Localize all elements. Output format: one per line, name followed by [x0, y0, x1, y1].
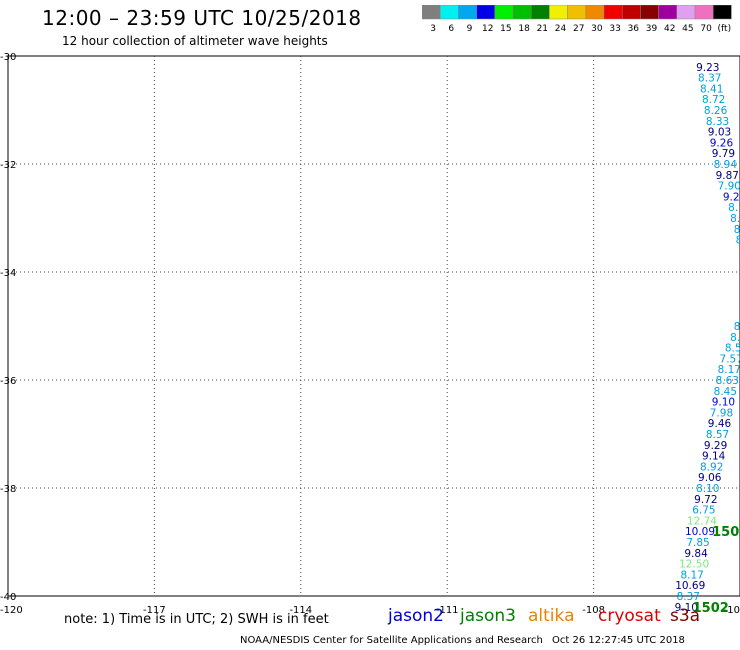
longitude-tick-label: -10 [724, 605, 740, 616]
map-title: 12:00 – 23:59 UTC 10/25/2018 [42, 6, 362, 30]
wave-height-label: 7.90 [718, 181, 740, 193]
satellite-name: jason3 [460, 606, 516, 626]
wave-height-label: 9.29 [704, 440, 727, 452]
wave-height-label: 8.63 [716, 375, 739, 387]
longitude-tick-label: -120 [0, 605, 23, 616]
colorbar-label: 18 [518, 24, 530, 34]
wave-height-label: 8. [730, 213, 740, 225]
colorbar-swatch [712, 5, 732, 20]
colorbar-label: 70 [700, 24, 712, 34]
wave-height-label: 8.94 [714, 159, 738, 171]
colorbar-label: 45 [682, 24, 693, 34]
wave-height-label: 8 [736, 235, 740, 247]
satellite-name: altika [528, 606, 575, 626]
wave-height-label: 10.09 [685, 526, 715, 538]
wave-height-label: 9.46 [708, 418, 732, 430]
colorbar-label: 27 [573, 24, 584, 34]
latitude-tick-label: -38 [0, 484, 16, 495]
colorbar-label: 21 [537, 24, 548, 34]
colorbar-label: 9 [467, 24, 473, 34]
wave-height-label: 8.17 [718, 364, 740, 376]
credit-text: NOAA/NESDIS Center for Satellite Applica… [240, 635, 543, 646]
wave-height-label: 8.41 [700, 83, 723, 95]
wave-height-label: 8.26 [704, 105, 728, 117]
wave-height-label: 8.10 [696, 483, 719, 495]
latitude-tick-label: -34 [0, 268, 16, 279]
colorbar-label: (ft) [718, 24, 732, 34]
colorbar-label: 39 [646, 24, 658, 34]
wave-height-label: 8.37 [677, 591, 700, 603]
satellite-name: s3a [670, 606, 701, 626]
longitude-tick-label: -108 [582, 605, 605, 616]
colorbar-label: 30 [591, 24, 603, 34]
wave-height-label: 8.37 [698, 73, 721, 85]
wave-height-label: 9.79 [712, 148, 735, 160]
wave-height-label: 12.50 [679, 559, 709, 571]
wave-height-label: 9.84 [684, 548, 708, 560]
wave-height-label: 9.03 [708, 127, 731, 139]
colorbar-label: 12 [482, 24, 493, 34]
longitude-tick-label: -114 [289, 605, 312, 616]
latitude-tick-label: -30 [0, 52, 16, 63]
track-number-label: 1502 [693, 601, 729, 616]
wave-height-label: 9.06 [698, 472, 722, 484]
wave-height-label: 8.33 [706, 116, 729, 128]
wave-height-colorbar: 3 6 9 12 15 18 21 24 27 30 33 36 39 42 45 70 (ft) [422, 5, 732, 34]
wave-height-label: 8. [728, 202, 738, 214]
latitude-tick-label: -32 [0, 160, 16, 171]
wave-height-label: 8.72 [702, 94, 725, 106]
wave-height-label: 8.17 [680, 569, 703, 581]
wave-height-label: 9.87 [716, 170, 739, 182]
colorbar-label: 6 [448, 24, 454, 34]
wave-height-label: 9.72 [694, 494, 717, 506]
latitude-tick-label: -36 [0, 376, 16, 387]
wave-height-label: 8 [734, 321, 740, 333]
wave-height-label: 7.98 [710, 407, 733, 419]
wave-height-label: 9.26 [710, 137, 734, 149]
wave-height-label: 9.23 [696, 62, 719, 74]
longitude-tick-label: -117 [143, 605, 166, 616]
satellite-name: jason2 [388, 606, 444, 626]
map-subtitle: 12 hour collection of altimeter wave hei… [62, 34, 328, 48]
wave-height-label: 7.85 [686, 537, 709, 549]
colorbar-label: 15 [500, 24, 511, 34]
longitude-tick-label: -111 [436, 605, 459, 616]
colorbar-label: 33 [609, 24, 620, 34]
track-number-label: 1503 [712, 525, 740, 540]
colorbar-label: 3 [430, 24, 436, 34]
wave-height-label: 6.75 [692, 505, 715, 517]
wave-height-label: 8.92 [700, 461, 723, 473]
wave-height-label: 12.74 [687, 515, 717, 527]
wave-height-label: 8.57 [706, 429, 729, 441]
wave-height-label: 8.5 [725, 343, 740, 355]
wave-height-label: 10.69 [675, 580, 705, 592]
map-frame [7, 55, 740, 597]
wave-height-label: 9.14 [702, 451, 726, 463]
latitude-tick-label: -40 [0, 592, 16, 603]
wave-height-label: 7.57 [720, 353, 740, 365]
colorbar-label: 24 [555, 24, 567, 34]
wave-height-label: 9.10 [675, 602, 698, 614]
wave-height-label: 8. [730, 332, 740, 344]
wave-height-label: 9.2 [723, 191, 740, 203]
wave-height-label: 9.10 [712, 397, 735, 409]
colorbar-label: 42 [664, 24, 675, 34]
footnote: note: 1) Time is in UTC; 2) SWH is in fe… [64, 612, 329, 627]
wave-height-label: 8 [734, 224, 740, 236]
wave-height-label: 8.45 [714, 386, 737, 398]
timestamp-text: Oct 26 12:27:45 UTC 2018 [552, 635, 685, 646]
colorbar-label: 36 [628, 24, 640, 34]
satellite-name: cryosat [598, 606, 661, 626]
